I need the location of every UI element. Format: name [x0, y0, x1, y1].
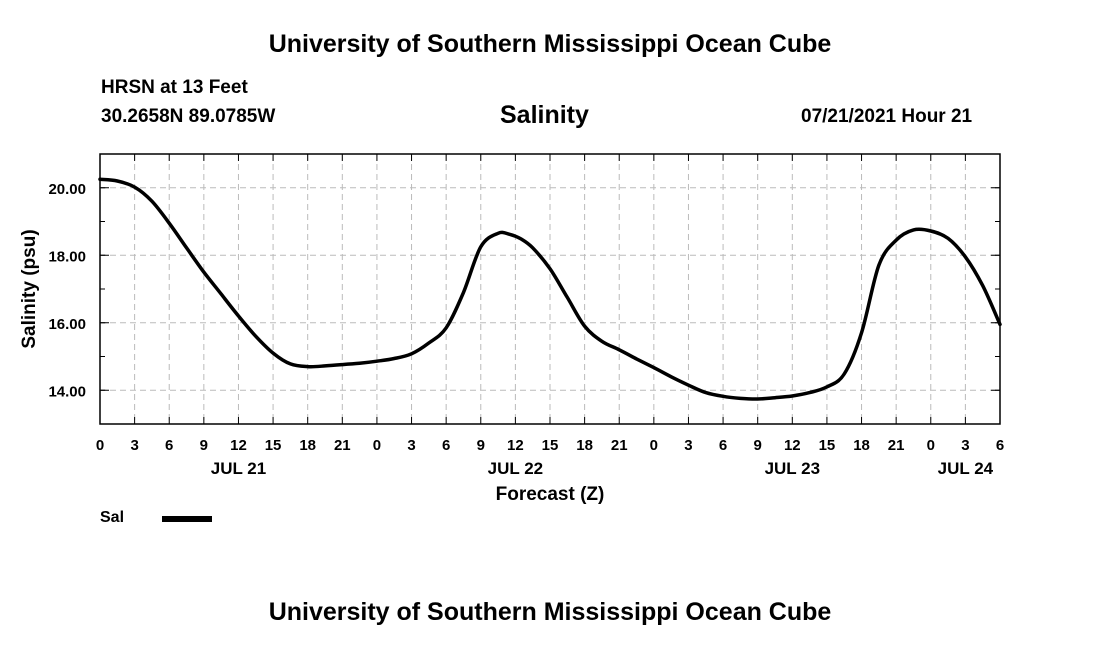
x-tick-label: 0 [373, 437, 381, 454]
x-tick-label: 15 [542, 437, 559, 454]
station-coordinates: 30.2658N 89.0785W [101, 106, 276, 127]
station-label: HRSN at 13 Feet [101, 77, 248, 98]
legend-line-swatch [162, 516, 212, 522]
x-tick-label: 3 [684, 437, 692, 454]
x-tick-label: 3 [130, 437, 138, 454]
footer-title: University of Southern Mississippi Ocean… [268, 598, 832, 626]
y-tick-label: 16.00 [48, 316, 86, 333]
x-tick-label: 9 [477, 437, 485, 454]
x-tick-label: 0 [96, 437, 104, 454]
forecast-datetime: 07/21/2021 Hour 21 [801, 106, 973, 127]
x-tick-label: 6 [165, 437, 173, 454]
x-tick-label: 12 [784, 437, 801, 454]
legend-label: Sal [100, 509, 125, 526]
x-tick-label: 21 [888, 437, 905, 454]
page-title: University of Southern Mississippi Ocean… [268, 30, 832, 58]
x-tick-label: 3 [407, 437, 415, 454]
x-date-label: JUL 23 [765, 459, 820, 478]
x-tick-label: 0 [650, 437, 658, 454]
y-tick-label: 20.00 [48, 181, 86, 198]
x-date-label: JUL 21 [211, 459, 266, 478]
x-tick-label: 3 [961, 437, 969, 454]
x-tick-label: 6 [442, 437, 450, 454]
y-axis-title: Salinity (psu) [19, 229, 40, 348]
x-tick-label: 12 [230, 437, 247, 454]
x-tick-label: 18 [576, 437, 593, 454]
x-tick-label: 9 [754, 437, 762, 454]
x-date-label: JUL 22 [488, 459, 543, 478]
y-tick-label: 14.00 [48, 383, 86, 400]
x-tick-label: 15 [265, 437, 282, 454]
x-tick-label: 9 [200, 437, 208, 454]
x-tick-label: 0 [927, 437, 935, 454]
x-tick-label: 6 [996, 437, 1004, 454]
x-tick-label: 6 [719, 437, 727, 454]
x-tick-label: 12 [507, 437, 524, 454]
x-axis-title: Forecast (Z) [496, 484, 605, 505]
y-tick-label: 18.00 [48, 248, 86, 265]
x-tick-label: 15 [819, 437, 836, 454]
x-tick-label: 21 [334, 437, 351, 454]
x-tick-label: 18 [853, 437, 870, 454]
series-line-salinity [98, 177, 1002, 401]
x-tick-label: 18 [299, 437, 316, 454]
x-date-label: JUL 24 [938, 459, 994, 478]
x-tick-label: 21 [611, 437, 628, 454]
chart-title: Salinity [500, 101, 589, 129]
